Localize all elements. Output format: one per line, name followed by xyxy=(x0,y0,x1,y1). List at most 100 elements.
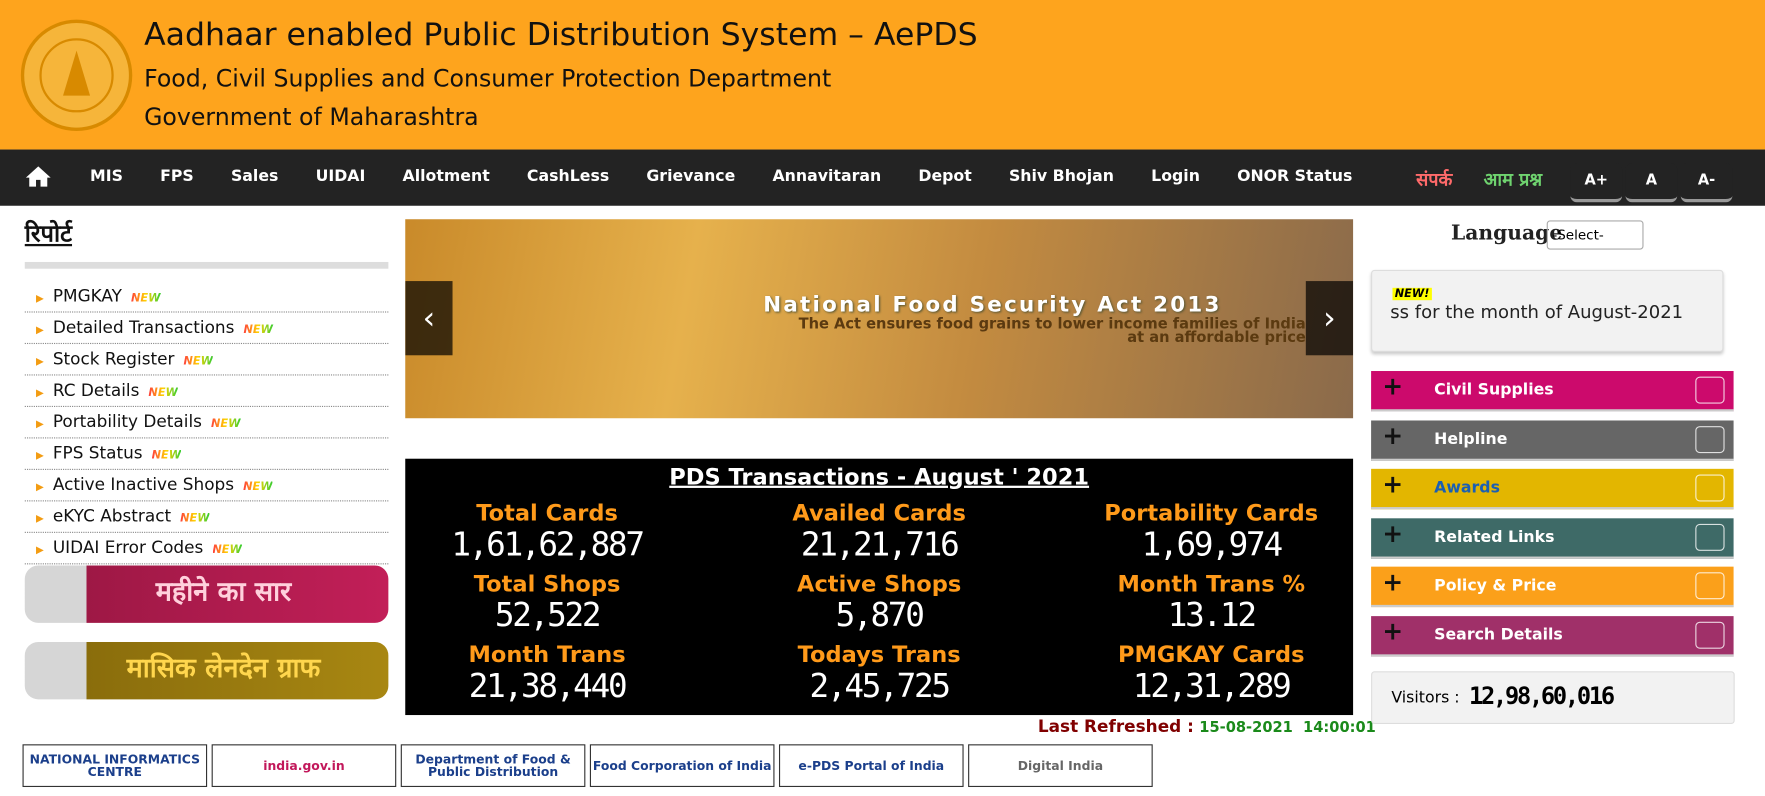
next-button[interactable]: › xyxy=(1305,281,1354,356)
header: Aadhaar enabled Public Distribution Syst… xyxy=(0,0,1765,150)
stat-label: Availed Cards xyxy=(792,499,966,527)
accordion-item[interactable]: + Awards xyxy=(1371,468,1734,510)
accordion-label[interactable]: Civil Supplies xyxy=(1434,381,1554,400)
stat-label: Total Cards xyxy=(476,499,618,527)
font-size-button[interactable]: A+ xyxy=(1570,163,1623,203)
report-link[interactable]: Detailed Transactions xyxy=(52,317,235,338)
report-item[interactable]: ▶ Detailed Transactions NEW xyxy=(24,313,389,345)
report-link[interactable]: PMGKAY xyxy=(52,285,122,306)
carousel-heading: National Food Security Act 2013 xyxy=(763,292,1222,318)
bullet: ▶ xyxy=(36,513,44,526)
report-item[interactable]: ▶ UIDAI Error Codes NEW xyxy=(24,533,389,565)
new-badge: NEW xyxy=(151,449,182,463)
contact-link[interactable]: संपर्क xyxy=(1416,168,1453,191)
report-banner[interactable]: मासिक लेनदेन ग्राफ xyxy=(24,641,389,700)
stat-value: 21,38,440 xyxy=(468,666,628,705)
report-link[interactable]: eKYC Abstract xyxy=(52,505,172,527)
report-item[interactable]: ▶ Active Inactive Shops NEW xyxy=(24,470,389,502)
report-link[interactable]: Portability Details xyxy=(52,411,202,432)
bullet: ▶ xyxy=(36,482,44,494)
report-banner[interactable]: महीने का सार xyxy=(24,565,389,623)
report-list: ▶ PMGKAY NEW ▶ Detailed Transactions NEW ▶ Stoc… xyxy=(24,281,389,565)
nav-bar: MIS FPS Sales UIDAI Allotment CashLess Grievan… xyxy=(0,149,1765,206)
report-item[interactable]: ▶ FPS Status NEW xyxy=(24,438,389,470)
stat-label: PMGKAY Cards xyxy=(1117,640,1305,668)
nav-item[interactable]: UIDAI xyxy=(315,167,366,186)
nav-item[interactable]: Login xyxy=(1151,167,1200,186)
new-badge: NEW xyxy=(131,292,161,305)
bullet: ▶ xyxy=(36,545,44,557)
stat-value: 52,522 xyxy=(494,595,602,635)
partner-logo[interactable]: Food Corporation of India xyxy=(589,744,775,788)
notice-text[interactable]: ss for the month of August-2021 xyxy=(1390,301,1684,323)
home-icon[interactable] xyxy=(25,165,52,187)
stat-value: 12,31,289 xyxy=(1132,666,1292,705)
report-item[interactable]: ▶ eKYC Abstract NEW xyxy=(24,501,389,533)
nav-item[interactable]: Allotment xyxy=(402,167,490,186)
accordion-label[interactable]: Awards xyxy=(1434,478,1500,497)
refreshed-label: Last Refreshed : xyxy=(1037,716,1194,737)
report-link[interactable]: Stock Register xyxy=(52,348,175,369)
report-link[interactable]: RC Details xyxy=(52,380,140,401)
plus-icon: + xyxy=(1382,471,1404,500)
notice-box: NEW! ss for the month of August-2021 xyxy=(1371,269,1724,352)
new-badge: NEW xyxy=(183,355,213,368)
partner-logo[interactable]: e-PDS Portal of India xyxy=(778,744,964,788)
nav-item[interactable]: Depot xyxy=(918,167,972,186)
accordion-label[interactable]: Related Links xyxy=(1434,527,1555,546)
nav-item[interactable]: Sales xyxy=(230,167,279,186)
visitors-box: Visitors : 12,98,60,016 xyxy=(1371,671,1735,725)
stat-value: 1,61,62,887 xyxy=(451,525,645,564)
plus-icon: + xyxy=(1382,422,1404,451)
partner-logo[interactable]: Digital India xyxy=(968,744,1153,788)
accordion-item[interactable]: + Policy & Price xyxy=(1371,566,1734,608)
plus-icon: + xyxy=(1382,568,1404,598)
font-size-button[interactable]: A xyxy=(1625,163,1678,203)
stat-label: Todays Trans xyxy=(797,640,961,668)
accordion-icon xyxy=(1695,572,1725,600)
stat-value: 5,870 xyxy=(835,595,925,635)
report-link[interactable]: FPS Status xyxy=(52,442,143,464)
bullet: ▶ xyxy=(36,324,44,337)
stat-label: Month Trans % xyxy=(1117,570,1306,598)
accordion-label[interactable]: Policy & Price xyxy=(1434,576,1557,595)
logo xyxy=(20,19,133,131)
prev-button[interactable]: ‹ xyxy=(405,281,453,356)
nav-item[interactable]: Grievance xyxy=(646,167,736,186)
refreshed-value: 15-08-2021 14:00:01 xyxy=(1199,719,1376,737)
accordion-item[interactable]: + Related Links xyxy=(1371,517,1734,559)
nav-item[interactable]: Annavitaran xyxy=(772,167,882,186)
report-link[interactable]: Active Inactive Shops xyxy=(52,474,235,495)
accordion-item[interactable]: + Civil Supplies xyxy=(1371,371,1734,412)
stat-label: Month Trans xyxy=(468,640,626,668)
stat-value: 13.12 xyxy=(1167,595,1257,635)
partner-logo[interactable]: NATIONAL INFORMATICS CENTRE xyxy=(22,744,208,788)
faq-link[interactable]: आम प्रश्न xyxy=(1483,168,1543,191)
accordion-label[interactable]: Helpline xyxy=(1434,430,1508,449)
reports-title: रिपोर्ट xyxy=(24,220,73,248)
bullet: ▶ xyxy=(36,419,44,431)
report-item[interactable]: ▶ RC Details NEW xyxy=(24,376,389,407)
report-item[interactable]: ▶ Portability Details NEW xyxy=(24,407,389,439)
plus-icon: + xyxy=(1382,617,1404,646)
report-item[interactable]: ▶ PMGKAY NEW xyxy=(24,281,389,313)
accordion-icon xyxy=(1695,621,1725,649)
accordion-item[interactable]: + Helpline xyxy=(1371,419,1734,461)
report-item[interactable]: ▶ Stock Register NEW xyxy=(24,344,389,376)
new-badge: NEW xyxy=(180,512,210,526)
new-badge: NEW xyxy=(210,418,241,431)
accordion-label[interactable]: Search Details xyxy=(1434,625,1563,644)
font-size-button[interactable]: A- xyxy=(1680,163,1733,203)
nav-item[interactable]: CashLess xyxy=(526,167,610,186)
nav-item[interactable]: MIS xyxy=(90,167,123,186)
divider xyxy=(24,261,389,269)
partner-logo[interactable]: india.gov.in xyxy=(211,744,397,788)
language-select[interactable]: -Select- xyxy=(1546,220,1644,250)
nav-item[interactable]: ONOR Status xyxy=(1237,167,1353,186)
report-link[interactable]: UIDAI Error Codes xyxy=(52,537,204,558)
nav-item[interactable]: Shiv Bhojan xyxy=(1008,167,1115,186)
accordion-icon xyxy=(1695,425,1725,453)
accordion-item[interactable]: + Search Details xyxy=(1371,615,1734,657)
nav-item[interactable]: FPS xyxy=(160,167,194,186)
partner-logo[interactable]: Department of Food & Public Distribution xyxy=(400,744,586,788)
